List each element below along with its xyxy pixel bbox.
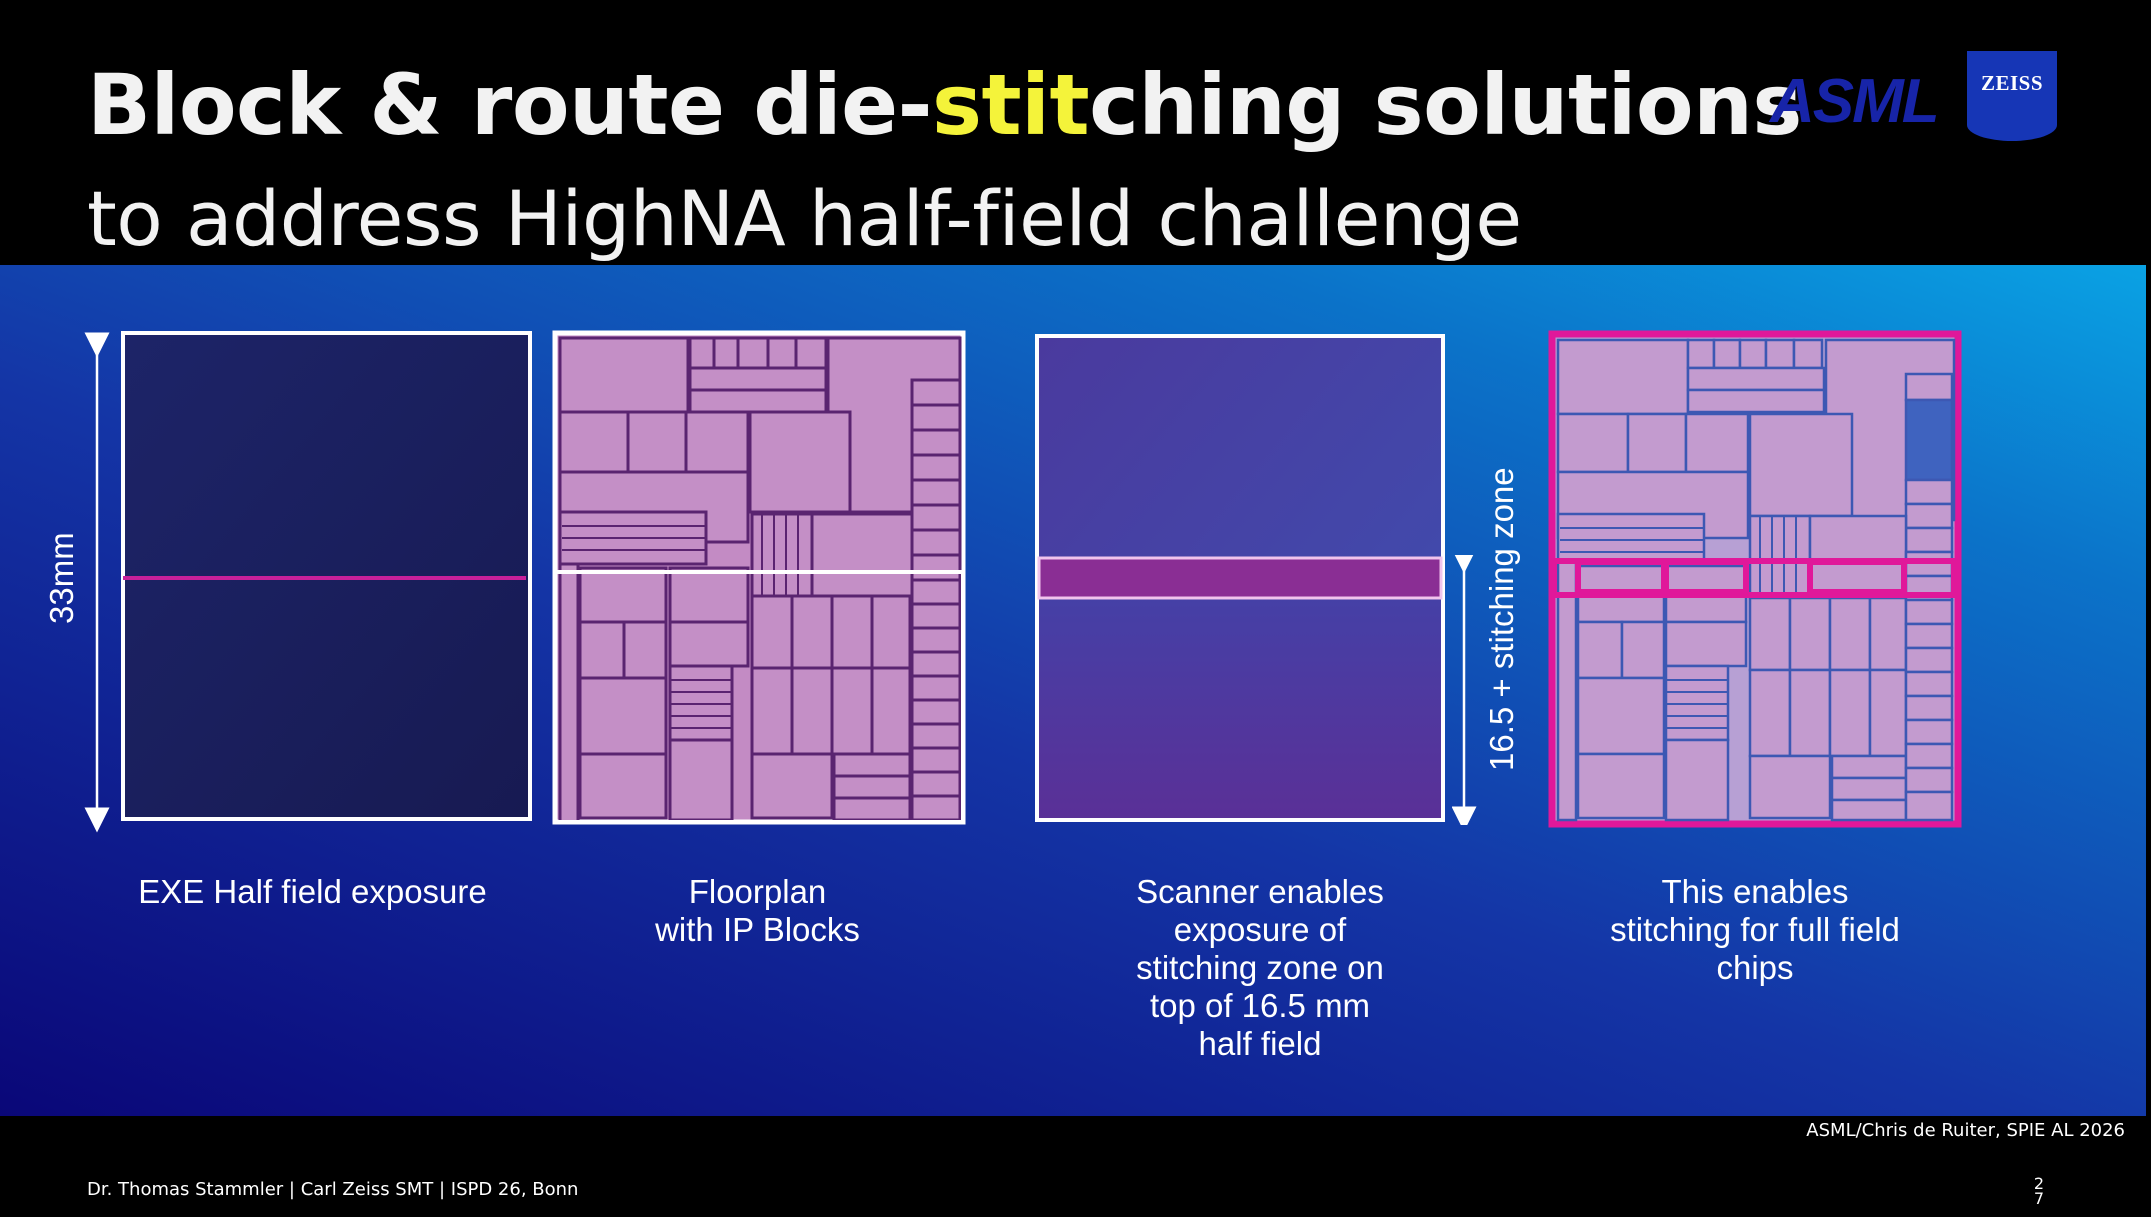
stitching-zone-arrow xyxy=(1452,555,1477,825)
caption-floorplan: Floorplan with IP Blocks xyxy=(655,873,860,948)
page-number: 27 xyxy=(2033,1174,2045,1208)
presenter-footer: Dr. Thomas Stammler | Carl Zeiss SMT | I… xyxy=(87,1179,579,1200)
title-part-2: ching solutions xyxy=(1089,56,1802,154)
asml-logo: ASML xyxy=(1770,67,1940,136)
zeiss-logo: ZEISS xyxy=(1967,51,2057,141)
zeiss-logo-text: ZEISS xyxy=(1980,71,2044,95)
full-field-chip-diagram xyxy=(1548,330,1962,828)
caption-scanner: Scanner enables exposure of stitching zo… xyxy=(1136,873,1384,1062)
slide-subtitle: to address HighNA half-field challenge xyxy=(87,174,1522,263)
source-credit: ASML/Chris de Ruiter, SPIE AL 2026 xyxy=(1806,1120,2125,1141)
stitching-zone-diagram xyxy=(1035,334,1445,822)
floorplan-diagram xyxy=(552,330,966,825)
content-panel: 33mm xyxy=(0,265,2146,1116)
title-part-1: Block & route die- xyxy=(87,56,933,154)
slide-title: Block & route die-stitching solutions xyxy=(87,55,1802,155)
title-highlight: stit xyxy=(932,56,1090,154)
caption-full-field: This enables stitching for full field ch… xyxy=(1610,873,1900,986)
half-field-exposure-diagram xyxy=(84,331,532,833)
stitching-band xyxy=(1037,556,1443,600)
stitching-zone-label: 16.5 + stitching zone xyxy=(1483,467,1520,771)
caption-half-field: EXE Half field exposure xyxy=(138,873,487,910)
stitched-routing-zone xyxy=(1551,558,1957,598)
dimension-label: 33mm xyxy=(43,532,80,624)
title-block: Block & route die-stitching solutions to… xyxy=(87,55,1802,269)
floorplan-lower-half xyxy=(553,570,965,824)
